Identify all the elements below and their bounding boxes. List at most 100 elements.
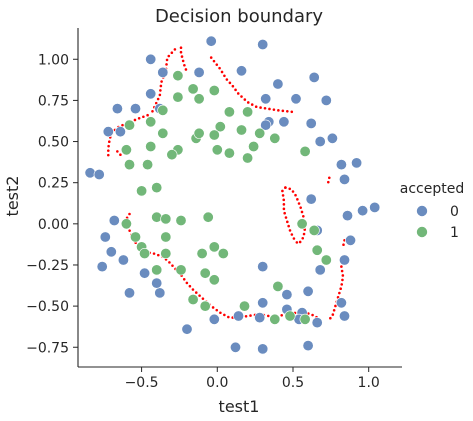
point-accepted-1 (214, 121, 226, 133)
point-accepted-0 (102, 126, 114, 138)
point-accepted-0 (208, 313, 220, 325)
point-accepted-1 (136, 185, 148, 197)
legend: accepted 0 1 (400, 181, 464, 241)
point-accepted-0 (205, 35, 217, 47)
point-accepted-0 (305, 193, 317, 205)
point-accepted-1 (130, 231, 142, 243)
point-accepted-1 (142, 159, 154, 171)
point-accepted-1 (299, 145, 311, 157)
point-accepted-1 (193, 93, 205, 105)
point-accepted-1 (172, 91, 184, 103)
point-accepted-0 (124, 287, 136, 299)
point-accepted-1 (151, 264, 163, 276)
point-accepted-0 (338, 254, 350, 266)
point-accepted-1 (145, 116, 157, 128)
point-accepted-1 (236, 124, 248, 136)
point-accepted-1 (269, 132, 281, 144)
point-accepted-0 (145, 53, 157, 65)
point-accepted-1 (187, 83, 199, 95)
point-accepted-1 (269, 313, 281, 325)
boundary-segment (326, 176, 331, 186)
point-accepted-0 (114, 126, 126, 138)
point-accepted-1 (166, 149, 178, 161)
point-accepted-0 (308, 71, 320, 83)
point-accepted-0 (260, 93, 272, 105)
point-accepted-1 (199, 300, 211, 312)
point-accepted-1 (187, 293, 199, 305)
point-accepted-1 (193, 127, 205, 139)
legend-label-0: 0 (450, 204, 459, 220)
point-accepted-0 (351, 157, 363, 169)
point-accepted-0 (281, 289, 293, 301)
point-accepted-1 (239, 300, 251, 312)
point-accepted-0 (108, 215, 120, 227)
point-accepted-0 (157, 66, 169, 78)
point-accepted-1 (120, 144, 132, 156)
point-accepted-0 (314, 136, 326, 148)
point-accepted-1 (320, 254, 332, 266)
y-tick-label: 1.00 (38, 52, 69, 68)
point-accepted-0 (272, 78, 284, 90)
point-accepted-0 (335, 159, 347, 171)
boundary-segment (341, 239, 346, 249)
point-accepted-0 (341, 210, 353, 222)
point-accepted-0 (84, 167, 96, 179)
boundary-segment (113, 146, 122, 156)
point-accepted-0 (99, 231, 111, 243)
point-accepted-0 (233, 310, 245, 322)
point-accepted-0 (357, 205, 369, 217)
point-accepted-1 (217, 248, 229, 260)
point-accepted-1 (199, 267, 211, 279)
point-accepted-0 (193, 66, 205, 78)
x-tick-label: 0.0 (206, 375, 228, 391)
y-tick-label: 0.25 (38, 176, 69, 192)
point-accepted-0 (236, 65, 248, 77)
scatter-points (84, 35, 381, 355)
x-tick-label: −0.5 (125, 375, 159, 391)
point-accepted-0 (93, 169, 105, 181)
point-accepted-0 (111, 103, 123, 115)
point-accepted-1 (208, 274, 220, 286)
legend-marker-1 (416, 226, 428, 238)
point-accepted-1 (254, 127, 266, 139)
point-accepted-0 (139, 267, 151, 279)
point-accepted-1 (157, 104, 169, 116)
point-accepted-1 (202, 211, 214, 223)
y-tick-label: −0.50 (26, 299, 69, 315)
y-tick-label: 0.50 (38, 135, 69, 151)
point-accepted-0 (314, 264, 326, 276)
point-accepted-1 (151, 182, 163, 194)
point-accepted-0 (257, 343, 269, 355)
axes: −0.5 0.0 0.5 1.0 −0.75 −0.50 −0.25 0.00 0.25 0.50… (26, 28, 402, 391)
point-accepted-0 (230, 341, 242, 353)
point-accepted-1 (151, 211, 163, 223)
point-accepted-1 (208, 85, 220, 97)
x-axis-label: test1 (219, 397, 260, 416)
boundary-segment (328, 265, 345, 321)
point-accepted-0 (338, 173, 350, 185)
point-accepted-1 (272, 280, 284, 292)
point-accepted-1 (299, 313, 311, 325)
point-accepted-0 (145, 88, 157, 100)
point-accepted-1 (223, 106, 235, 118)
x-tick-label: 1.0 (358, 375, 380, 391)
point-accepted-0 (320, 94, 332, 106)
point-accepted-1 (160, 248, 172, 260)
point-accepted-0 (257, 297, 269, 309)
point-accepted-1 (308, 224, 320, 236)
point-accepted-1 (296, 218, 308, 230)
point-accepted-0 (257, 261, 269, 273)
point-accepted-0 (154, 287, 166, 299)
point-accepted-1 (196, 248, 208, 260)
y-axis-label: test2 (3, 176, 22, 217)
point-accepted-1 (242, 152, 254, 164)
point-accepted-0 (311, 317, 323, 329)
point-accepted-0 (305, 117, 317, 129)
y-tick-label: −0.25 (26, 258, 69, 274)
point-accepted-0 (181, 323, 193, 335)
y-tick-label: 0.75 (38, 93, 69, 109)
point-accepted-0 (260, 119, 272, 131)
point-accepted-0 (369, 201, 381, 213)
point-accepted-1 (124, 119, 136, 131)
